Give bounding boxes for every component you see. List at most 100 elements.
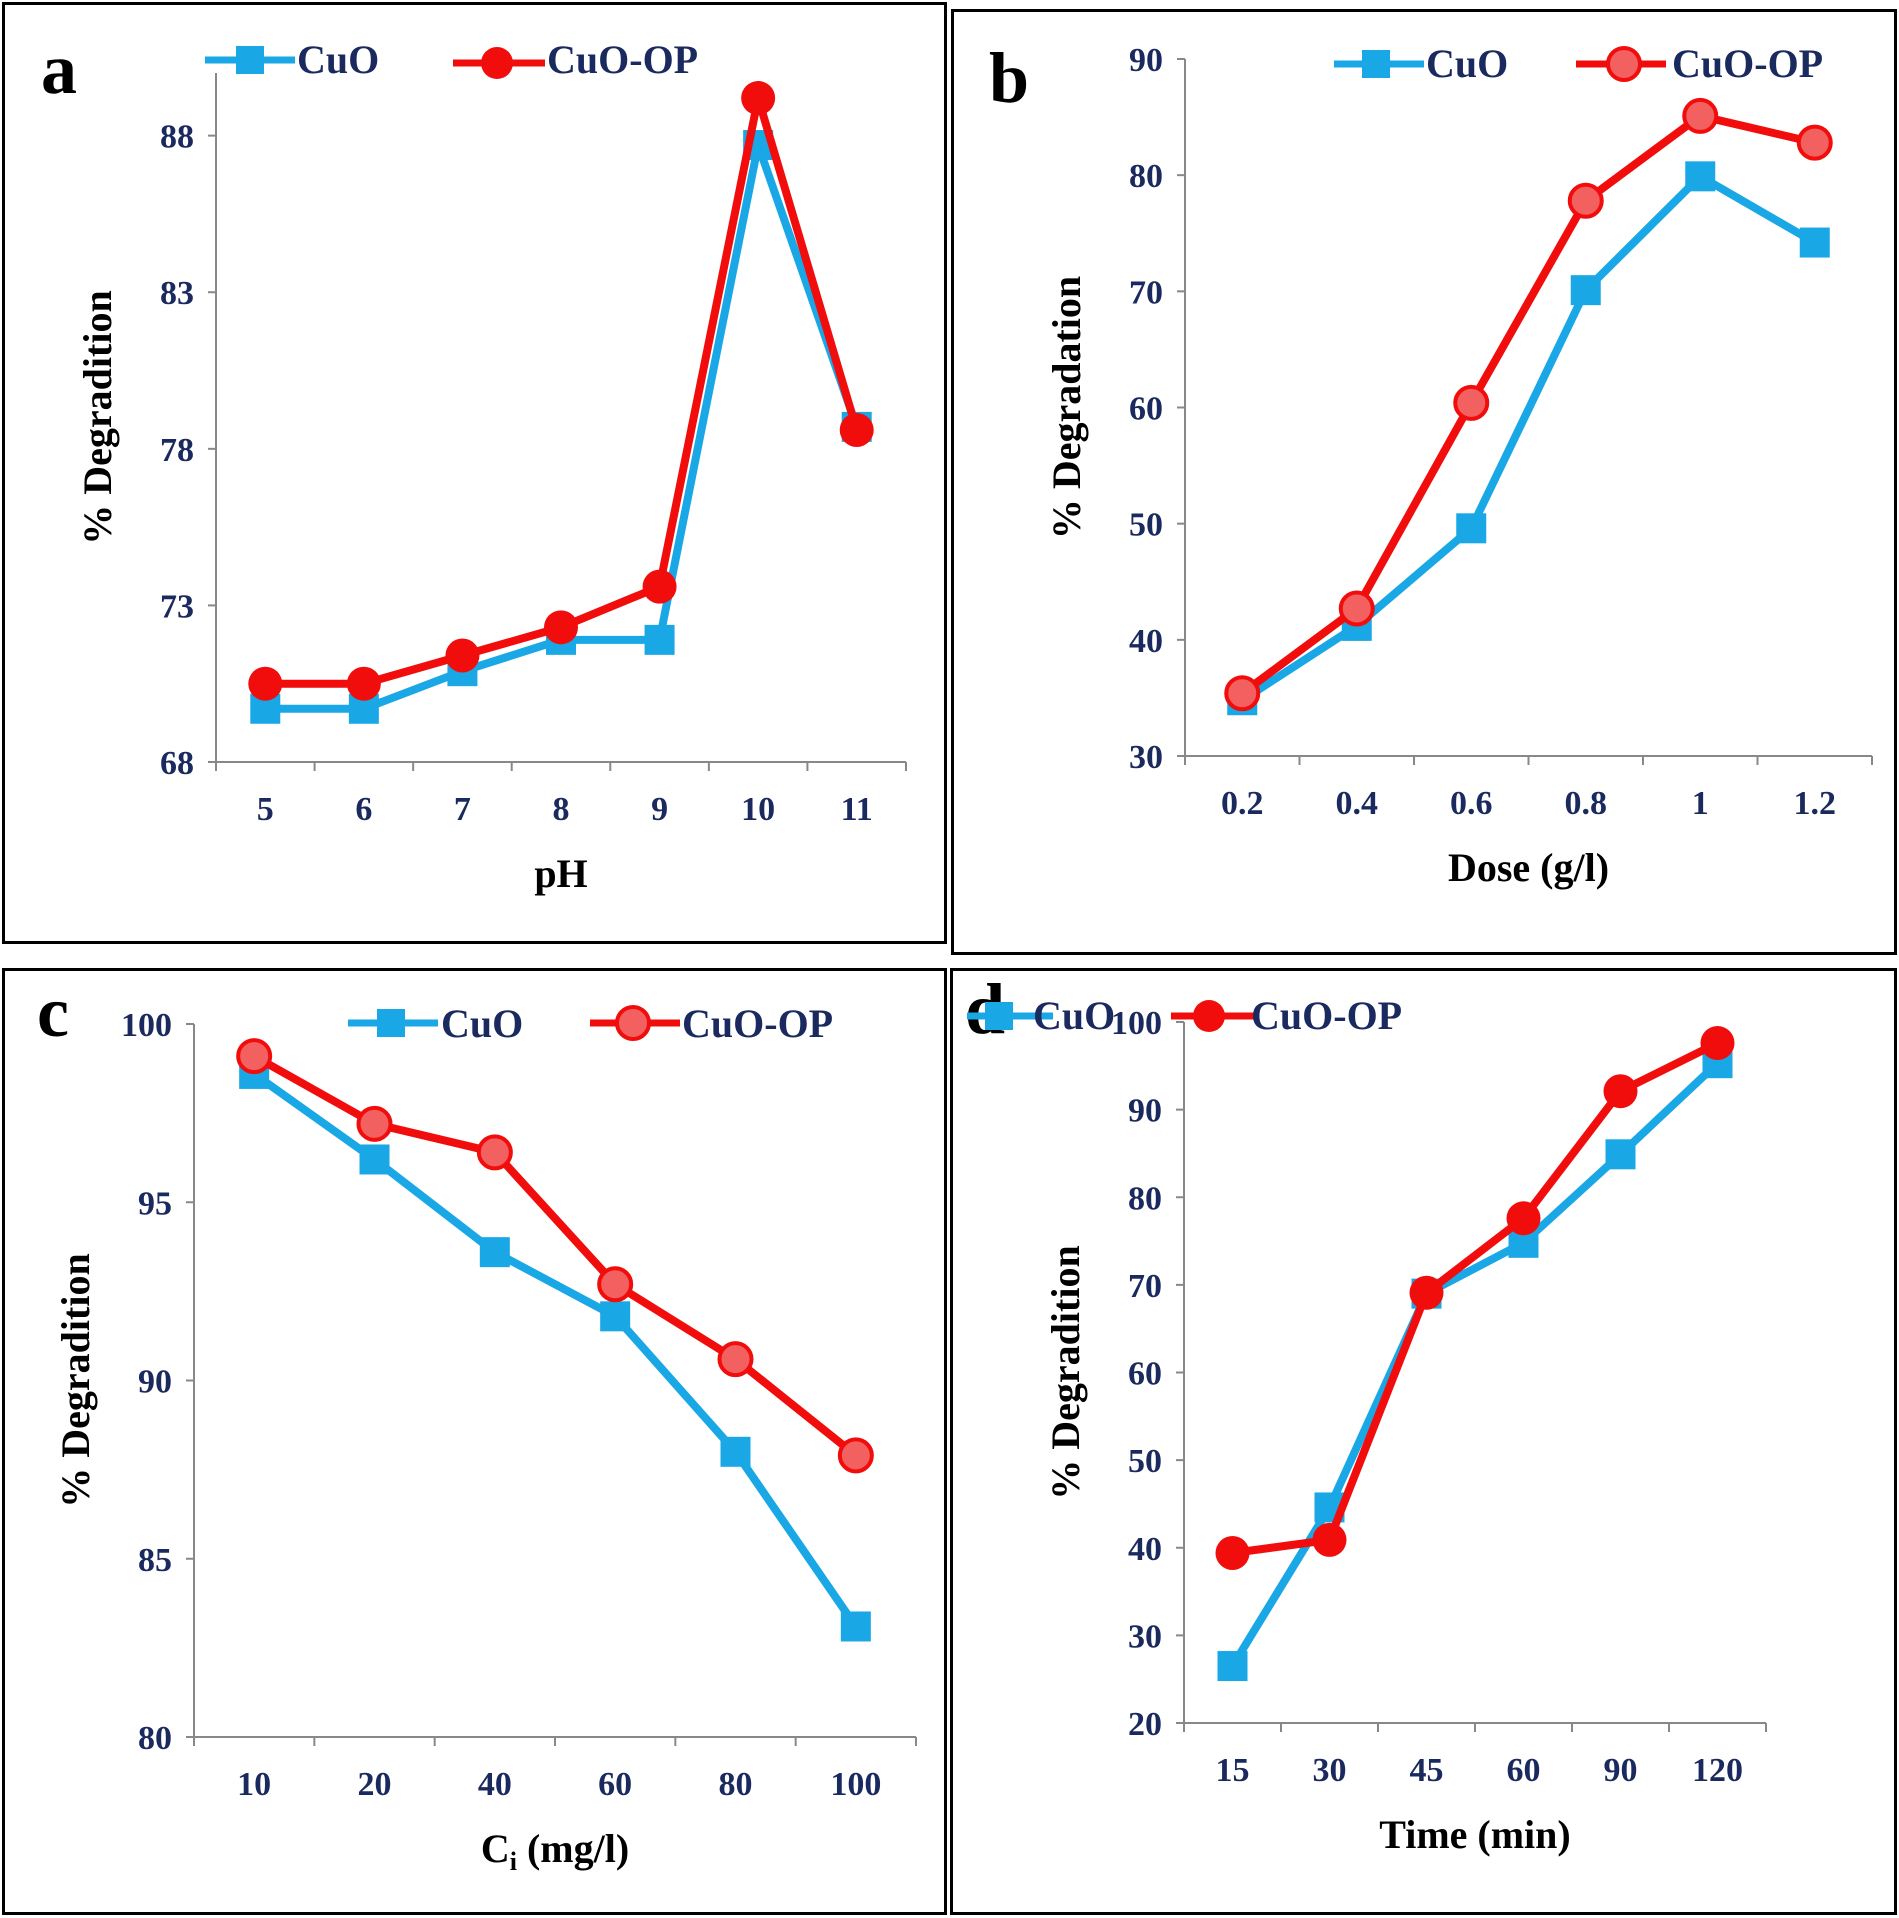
y-tick-label: 80: [138, 1720, 172, 1757]
y-tick-label: 83: [160, 275, 194, 312]
y-tick-label: 70: [1129, 274, 1163, 311]
legend: CuO CuO-OP: [348, 1001, 833, 1046]
y-tick-label: 60: [1129, 391, 1163, 428]
x-tick-label: 20: [358, 1766, 392, 1803]
series-line-cuo: [251, 1070, 860, 1629]
data-point-cuo-op: [642, 569, 677, 604]
x-tick-label: 1: [1692, 785, 1709, 822]
x-tick-label: 9: [651, 791, 668, 828]
data-point-cuo-op: [346, 666, 381, 701]
chart-svg-b: b 30 40 50 60 70 80 90 0.2 0.4 0.6 0.8 1 1.2 CuO CuO…: [989, 38, 1873, 890]
legend-label-cuo-op: CuO-OP: [1251, 993, 1402, 1038]
x-tick-label: 0.2: [1221, 785, 1264, 822]
legend-label-cuo: CuO: [1033, 993, 1115, 1038]
x-tick-label: 60: [1507, 1752, 1541, 1789]
y-tick-label: 20: [1128, 1706, 1162, 1743]
chart-panel-a: a 68 73 78 83 88 5 6 7 8 9 10 11 CuO CuO-OP pH % De…: [2, 2, 947, 944]
plot-area: 20 30 40 50 60 70 80 90 100 15 30 45 60 90 120: [1111, 1005, 1767, 1789]
series-line-cuo: [1240, 172, 1817, 704]
data-point-cuo-op: [544, 610, 578, 645]
data-point-cuo-op: [248, 666, 283, 701]
data-point-cuo-op: [837, 1437, 874, 1474]
y-tick-label: 40: [1129, 623, 1163, 660]
x-tick-label: 120: [1692, 1752, 1743, 1789]
x-axis-title: Ci (mg/l): [481, 1826, 629, 1876]
legend-marker-cuo-op: [615, 1005, 651, 1041]
x-tick-label: 0.6: [1450, 785, 1493, 822]
y-tick-label: 78: [160, 432, 194, 469]
plot-area: 30 40 50 60 70 80 90 0.2 0.4 0.6 0.8 1 1.2: [1129, 42, 1873, 822]
legend-marker-cuo-op: [1193, 1000, 1225, 1032]
legend-marker-cuo: [1362, 50, 1390, 78]
legend-label-cuo-op: CuO-OP: [547, 37, 698, 82]
y-tick-label: 60: [1128, 1356, 1162, 1393]
y-tick-label: 30: [1129, 739, 1163, 776]
data-point-cuo: [359, 1144, 390, 1175]
y-tick-label: 50: [1129, 507, 1163, 544]
chart-panel-b: b 30 40 50 60 70 80 90 0.2 0.4 0.6 0.8 1 1.2 CuO CuO…: [951, 9, 1897, 955]
data-point-cuo: [1570, 275, 1601, 306]
data-point-cuo-op: [1224, 675, 1261, 712]
data-point-cuo-op: [356, 1105, 393, 1142]
data-point-cuo: [1799, 227, 1830, 258]
y-axis-title: % Degradition: [53, 1253, 98, 1507]
x-tick-label: 5: [257, 791, 274, 828]
y-axis-title: % Degradition: [75, 290, 120, 544]
x-axis-title-rest: (mg/l): [517, 1826, 629, 1871]
y-tick-label: 40: [1128, 1531, 1162, 1568]
data-point-cuo-op: [1796, 124, 1833, 161]
x-axis-title: Dose (g/l): [1448, 845, 1609, 890]
legend: CuO CuO-OP: [205, 37, 698, 82]
y-tick-label: 90: [138, 1364, 172, 1401]
y-tick-label: 68: [160, 745, 194, 782]
data-point-cuo-op: [1603, 1074, 1638, 1109]
series-line-cuo-op: [1239, 111, 1816, 697]
y-tick-label: 90: [1128, 1093, 1162, 1130]
y-axis-title: % Degradition: [1043, 1245, 1088, 1499]
panel-label: c: [37, 972, 69, 1052]
x-tick-label: 90: [1604, 1752, 1638, 1789]
data-point-cuo-op: [236, 1038, 273, 1075]
series-line-cuo-op: [265, 94, 861, 688]
data-point-cuo-op: [1338, 590, 1375, 627]
x-axis-title-subscript: i: [510, 1847, 517, 1876]
x-tick-label: 11: [841, 791, 873, 828]
legend-label-cuo: CuO: [1426, 41, 1508, 86]
legend-label-cuo: CuO: [297, 37, 379, 82]
x-axis-title-main: C: [481, 1826, 510, 1871]
y-tick-label: 50: [1128, 1443, 1162, 1480]
y-tick-label: 100: [121, 1007, 172, 1044]
data-point-cuo: [1456, 513, 1487, 544]
series-line-cuo: [1229, 1060, 1721, 1669]
legend-marker-cuo: [236, 46, 264, 74]
data-point-cuo: [1605, 1139, 1636, 1170]
x-axis-title: pH: [534, 851, 587, 896]
plot-area: 80 85 90 95 100 10 20 40 60 80 100: [121, 1007, 917, 1803]
data-point-cuo-op: [1700, 1026, 1735, 1061]
chart-panel-c: c 80 85 90 95 100 10 20 40 60 80 100 CuO CuO-OP Ci…: [2, 968, 947, 1915]
x-tick-label: 0.8: [1565, 785, 1608, 822]
legend-label-cuo-op: CuO-OP: [1672, 41, 1823, 86]
y-axis-title: % Degradation: [1044, 276, 1089, 539]
data-point-cuo-op: [1312, 1522, 1347, 1557]
panel-label: a: [41, 29, 77, 109]
y-tick-label: 70: [1128, 1268, 1162, 1305]
y-tick-label: 100: [1111, 1005, 1162, 1042]
data-point-cuo-op: [1409, 1275, 1444, 1310]
y-tick-label: 30: [1128, 1618, 1162, 1655]
data-point-cuo: [840, 1611, 871, 1642]
panel-label: b: [989, 38, 1029, 118]
x-tick-label: 6: [355, 791, 372, 828]
x-axis-title: Time (min): [1379, 1812, 1570, 1857]
x-tick-label: 0.4: [1336, 785, 1379, 822]
data-point-cuo: [644, 624, 675, 655]
legend-label-cuo-op: CuO-OP: [682, 1001, 833, 1046]
x-tick-label: 7: [454, 791, 471, 828]
data-point-cuo: [600, 1301, 631, 1332]
legend: CuO CuO-OP: [967, 993, 1402, 1038]
legend-marker-cuo: [377, 1009, 405, 1037]
